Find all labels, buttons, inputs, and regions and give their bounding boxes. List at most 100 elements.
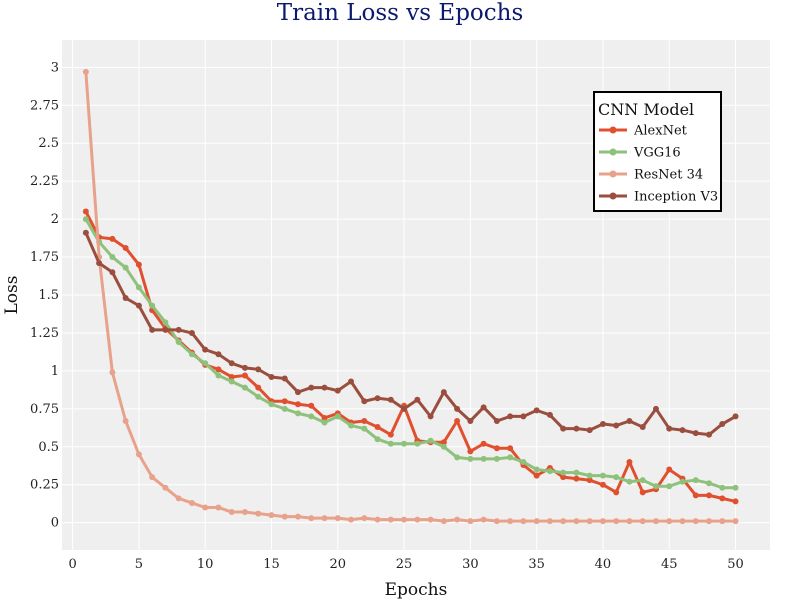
y-tick-label: 0: [51, 516, 59, 531]
data-point: [334, 387, 341, 394]
legend-swatch-marker: [609, 126, 617, 134]
data-point: [560, 518, 567, 525]
data-point: [135, 261, 142, 268]
data-point: [348, 378, 355, 385]
y-tick-label: 3: [51, 60, 59, 75]
data-point: [719, 484, 726, 491]
legend-title: CNN Model: [598, 100, 694, 119]
data-point: [387, 431, 394, 438]
data-point: [454, 405, 461, 412]
data-point: [175, 495, 182, 502]
data-point: [188, 499, 195, 506]
data-point: [228, 373, 235, 380]
x-tick-label: 45: [661, 557, 678, 572]
data-point: [480, 455, 487, 462]
data-point: [82, 208, 89, 215]
data-point: [467, 417, 474, 424]
data-point: [507, 413, 514, 420]
data-point: [295, 410, 301, 417]
data-point: [613, 489, 620, 496]
y-tick-label: 1.75: [30, 250, 59, 265]
data-point: [215, 372, 222, 379]
data-point: [679, 518, 686, 525]
data-point: [679, 478, 686, 485]
data-point: [586, 518, 593, 525]
data-point: [387, 440, 394, 447]
legend-item: VGG16: [599, 146, 681, 161]
data-point: [149, 302, 156, 309]
data-point: [639, 477, 646, 484]
data-point: [374, 424, 381, 431]
data-point: [241, 509, 248, 516]
data-point: [666, 466, 673, 473]
data-point: [706, 492, 713, 499]
data-point: [228, 360, 235, 367]
legend: CNN Model AlexNet VGG16 ResNet 34 Inception…: [593, 91, 722, 212]
data-point: [626, 478, 633, 485]
data-point: [387, 396, 394, 403]
data-point: [719, 518, 726, 525]
data-point: [427, 413, 434, 420]
x-axis-title: Epochs: [385, 580, 448, 600]
data-point: [162, 319, 169, 326]
data-point: [546, 518, 553, 525]
data-point: [255, 510, 262, 517]
data-point: [268, 512, 275, 519]
data-point: [109, 369, 116, 376]
chart-title: Train Loss vs Epochs: [277, 0, 524, 26]
data-point: [374, 395, 381, 402]
data-point: [96, 260, 103, 267]
data-point: [454, 516, 461, 523]
x-tick-label: 15: [263, 557, 280, 572]
x-tick-label: 50: [727, 557, 744, 572]
data-point: [613, 518, 620, 525]
data-point: [613, 422, 620, 429]
data-point: [507, 445, 514, 452]
data-point: [573, 425, 580, 432]
data-point: [599, 472, 606, 479]
data-point: [440, 439, 447, 446]
data-point: [135, 451, 142, 458]
legend-label: AlexNet: [633, 124, 688, 139]
x-tick-label: 5: [135, 557, 143, 572]
data-point: [586, 427, 593, 434]
legend-label: VGG16: [633, 146, 681, 161]
data-point: [308, 384, 315, 391]
x-tick-label: 35: [528, 557, 545, 572]
data-point: [639, 489, 646, 496]
data-point: [414, 440, 421, 447]
data-point: [321, 414, 328, 421]
data-point: [652, 518, 659, 525]
data-point: [255, 366, 262, 373]
legend-label: ResNet 34: [634, 168, 703, 183]
data-point: [493, 417, 500, 424]
data-point: [122, 244, 129, 251]
data-point: [149, 326, 156, 333]
data-point: [480, 516, 487, 523]
data-point: [546, 468, 553, 475]
legend-swatch-marker: [609, 170, 617, 178]
data-point: [440, 518, 447, 525]
data-point: [295, 401, 301, 408]
data-point: [427, 516, 434, 523]
data-point: [626, 458, 633, 465]
data-point: [546, 411, 553, 418]
data-point: [401, 516, 408, 523]
x-tick-label: 20: [330, 557, 347, 572]
data-point: [215, 351, 222, 358]
data-point: [135, 284, 142, 291]
x-tick-label: 40: [595, 557, 612, 572]
data-point: [255, 393, 262, 400]
data-point: [652, 483, 659, 490]
data-point: [626, 417, 633, 424]
data-point: [493, 455, 500, 462]
data-point: [308, 402, 315, 409]
data-point: [599, 481, 606, 488]
x-tick-label: 0: [68, 557, 76, 572]
data-point: [188, 329, 195, 336]
data-point: [268, 401, 275, 408]
data-point: [348, 422, 355, 429]
data-point: [679, 427, 686, 434]
data-point: [414, 516, 421, 523]
data-point: [374, 436, 381, 443]
